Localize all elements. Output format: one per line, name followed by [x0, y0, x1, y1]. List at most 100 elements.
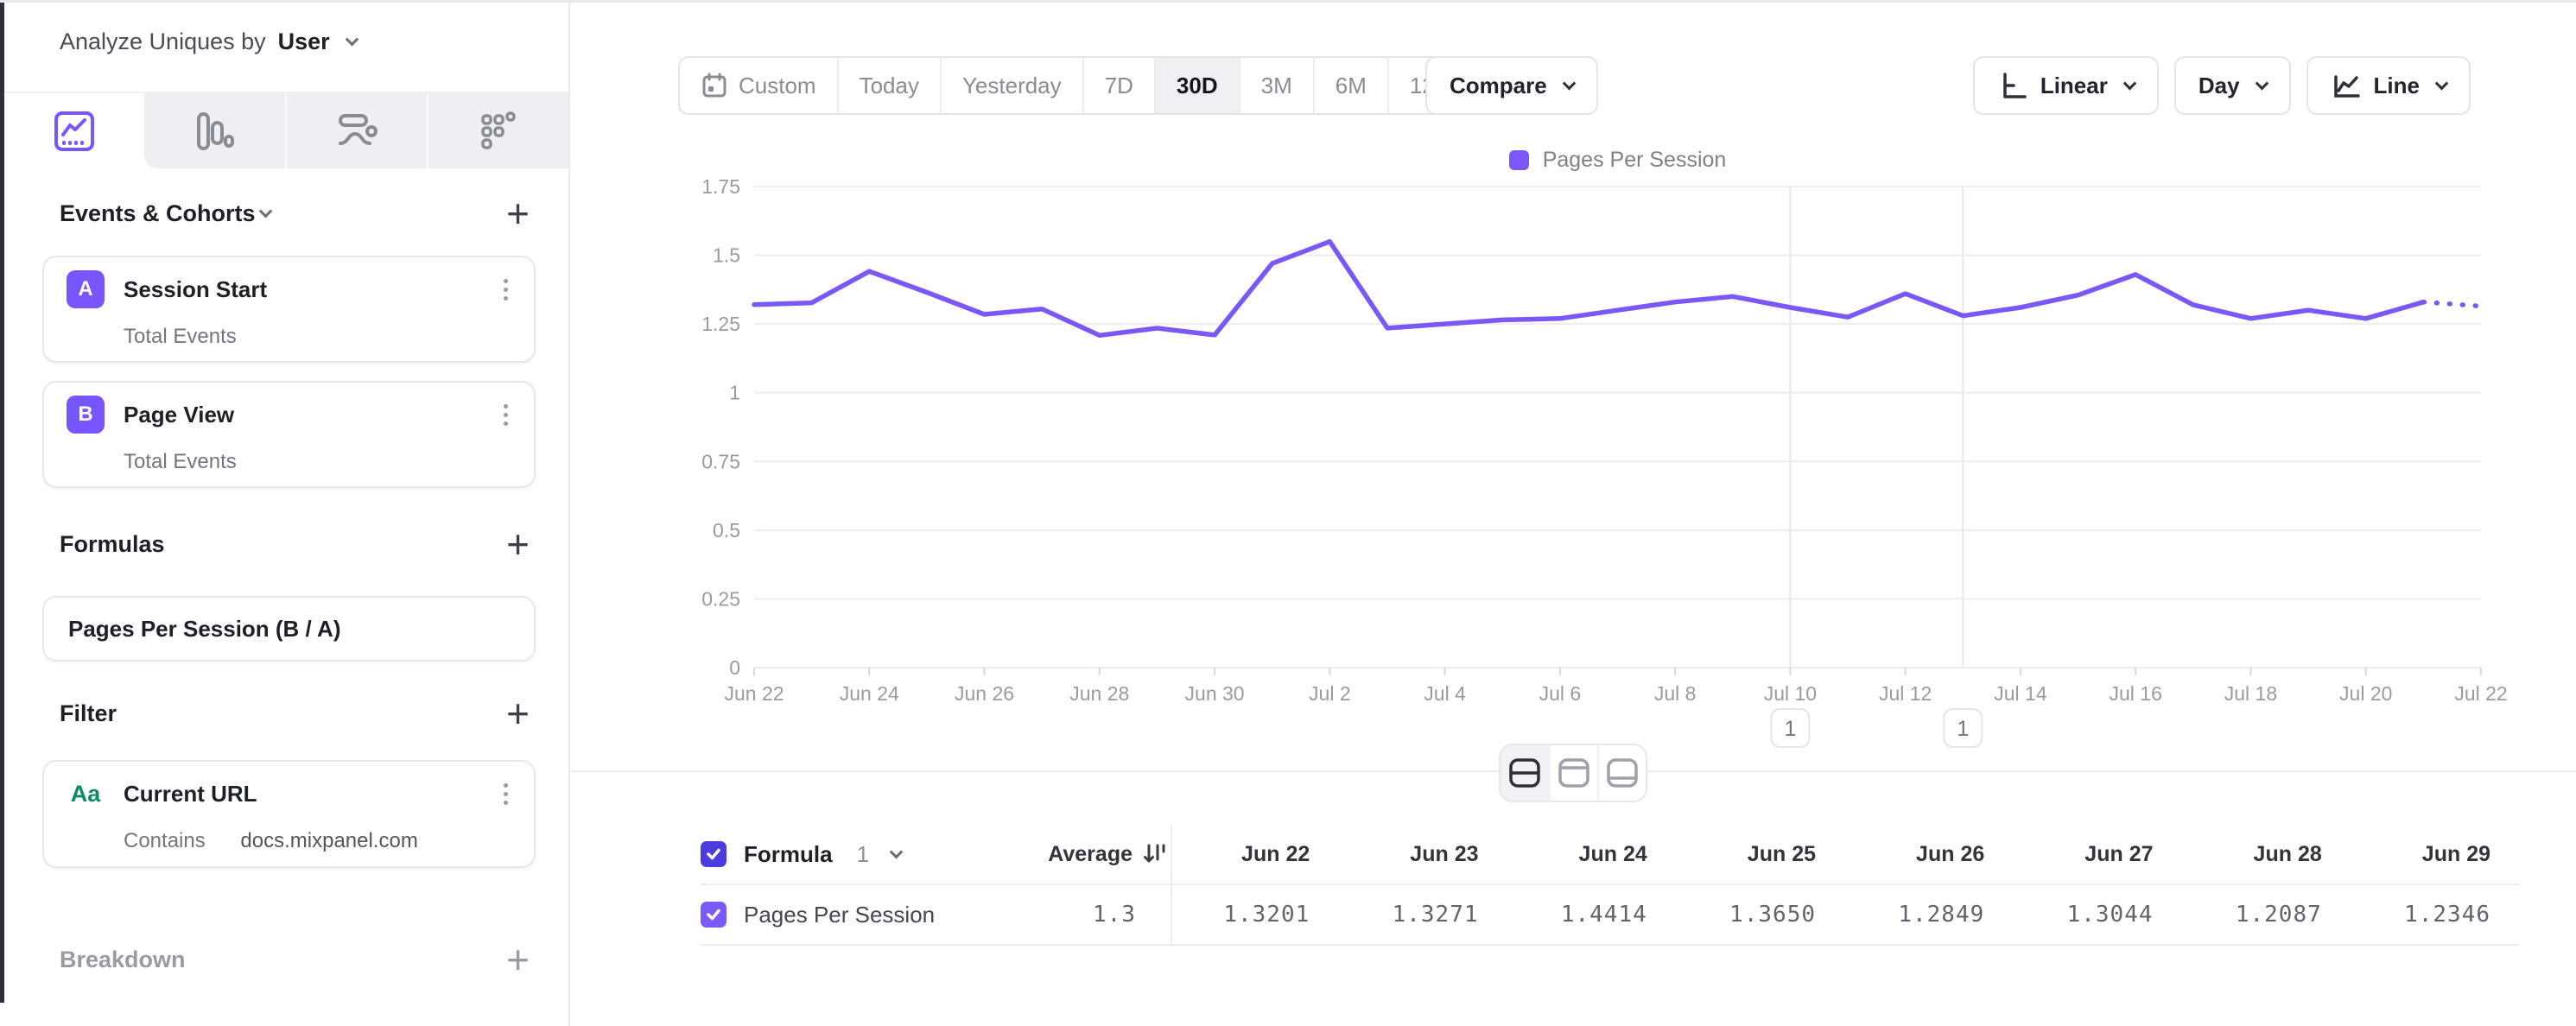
chart-canvas[interactable]: 0 0.25 0.5 0.75 1 1.25 1.5 1.75 Jun 22 Jun 24 Jun … — [570, 3, 2576, 823]
x-axis-label: Jul 14 — [1994, 682, 2047, 705]
interval-dropdown[interactable]: Day — [2173, 56, 2291, 115]
range-30d[interactable]: 30D — [1153, 58, 1239, 113]
scale-dropdown[interactable]: Linear — [1972, 56, 2159, 115]
tab-insights[interactable] — [4, 93, 145, 168]
event-card-session-start[interactable]: A Session Start Total Events — [42, 256, 536, 363]
cell-value: 1.3044 — [2066, 902, 2154, 928]
range-3m[interactable]: 3M — [1238, 58, 1313, 113]
x-axis-label: Jul 18 — [2224, 682, 2277, 705]
average-value: 1.3 — [1093, 902, 1136, 928]
filter-property-name[interactable]: Current URL — [124, 780, 257, 807]
string-property-icon: Aa — [70, 780, 101, 807]
y-axis-label: 0 — [729, 656, 740, 679]
x-axis-label: Jul 10 — [1764, 682, 1817, 705]
annotation-badge-label: 1 — [1957, 717, 1969, 741]
sort-icon[interactable] — [1141, 841, 1167, 867]
add-breakdown-button[interactable]: + — [506, 937, 530, 982]
range-7d[interactable]: 7D — [1082, 58, 1154, 113]
row-checkbox[interactable] — [701, 902, 726, 928]
analyze-uniques-dropdown[interactable]: User — [277, 28, 330, 54]
x-axis-label: Jul 4 — [1424, 682, 1466, 705]
kebab-menu-icon[interactable] — [500, 780, 511, 808]
y-axis-label: 0.5 — [713, 519, 740, 542]
y-axis-label: 1.75 — [701, 175, 740, 198]
cell-value: 1.2346 — [2404, 902, 2490, 928]
y-axis-label: 1 — [729, 382, 740, 404]
filter-value[interactable]: docs.mixpanel.com — [240, 829, 418, 852]
events-section-header: Events & Cohorts + — [60, 191, 530, 236]
range-yesterday[interactable]: Yesterday — [939, 58, 1082, 113]
range-6m[interactable]: 6M — [1312, 58, 1387, 113]
range-custom[interactable]: Custom — [680, 58, 837, 113]
linear-scale-icon — [2003, 73, 2027, 98]
cell-value: 1.2087 — [2235, 902, 2322, 928]
annotation-badge[interactable] — [1770, 708, 1811, 748]
formula-card[interactable]: Pages Per Session (B / A) — [42, 596, 536, 662]
event-card-page-view[interactable]: B Page View Total Events — [42, 381, 536, 488]
chart-only-view-icon — [1558, 758, 1589, 788]
date-column-header: Jun 22 — [1241, 841, 1310, 866]
series-line-incomplete[interactable] — [2421, 299, 2484, 309]
annotation-badge[interactable] — [1943, 708, 1983, 748]
add-formula-button[interactable]: + — [506, 522, 530, 567]
filter-card-current-url[interactable]: Aa Current URL Contains docs.mixpanel.co… — [42, 760, 536, 868]
formulas-section-header: Formulas + — [60, 522, 530, 567]
chevron-down-icon — [889, 845, 904, 858]
series-line[interactable] — [752, 238, 2427, 339]
average-column-header[interactable]: Average — [1048, 841, 1133, 866]
x-axis-label: Jul 12 — [1879, 682, 1932, 705]
x-axis-label: Jun 30 — [1185, 682, 1245, 705]
table-row[interactable]: Pages Per Session 1.3 1.3201 1.3271 1.44… — [701, 885, 2520, 946]
x-axis-label: Jul 16 — [2110, 682, 2162, 705]
chart-type-dropdown[interactable]: Line — [2306, 56, 2471, 115]
x-axis-label: Jul 20 — [2339, 682, 2392, 705]
formula-group-label[interactable]: Formula — [744, 840, 833, 867]
table-column-divider — [1171, 825, 1172, 946]
event-name[interactable]: Session Start — [124, 276, 268, 302]
x-axis-label: Jul 22 — [2454, 682, 2507, 705]
x-axis-label: Jul 8 — [1654, 682, 1697, 705]
add-filter-button[interactable]: + — [506, 691, 530, 736]
cell-value: 1.3650 — [1729, 902, 1816, 928]
date-column-header: Jun 29 — [2421, 841, 2490, 866]
analyze-header: Analyze Uniques by User — [60, 28, 358, 55]
tab-funnels[interactable] — [144, 93, 285, 168]
event-aggregation[interactable]: Total Events — [124, 450, 237, 473]
cell-value: 1.4414 — [1560, 902, 1647, 928]
tab-retention[interactable] — [426, 93, 568, 168]
legend-swatch — [1508, 150, 1529, 170]
chart-legend[interactable]: Pages Per Session — [754, 148, 2481, 173]
legend-label: Pages Per Session — [1542, 148, 1727, 172]
compare-button[interactable]: Compare — [1425, 56, 1598, 115]
layout-chart-only-button[interactable] — [1549, 745, 1597, 801]
layout-split-button[interactable] — [1501, 745, 1549, 801]
layout-table-only-button[interactable] — [1597, 745, 1646, 801]
date-column-header: Jun 26 — [1916, 841, 1985, 866]
line-chart[interactable]: Pages Per Session 0 0.25 0.5 0.75 1 1.25 1.5 1.… — [570, 3, 2576, 823]
kebab-menu-icon[interactable] — [500, 276, 511, 304]
x-axis-label: Jun 22 — [724, 682, 784, 705]
line-chart-icon — [2333, 75, 2360, 98]
kebab-menu-icon[interactable] — [500, 401, 511, 429]
filter-section-header: Filter + — [60, 691, 530, 736]
event-name[interactable]: Page View — [124, 401, 235, 428]
formula-expression[interactable]: Pages Per Session (B / A) — [68, 615, 341, 642]
filter-operator[interactable]: Contains — [124, 829, 206, 852]
cell-value: 1.3271 — [1392, 902, 1479, 928]
check-icon — [707, 909, 720, 921]
event-aggregation[interactable]: Total Events — [124, 325, 237, 348]
date-column-header: Jun 24 — [1578, 841, 1647, 866]
date-column-header: Jun 23 — [1410, 841, 1479, 866]
breakdown-section-header: Breakdown + — [60, 937, 530, 982]
events-section-title[interactable]: Events & Cohorts — [60, 200, 272, 227]
breakdown-section-title: Breakdown — [60, 946, 186, 972]
cell-value: 1.2849 — [1898, 902, 1985, 928]
insights-chart-icon — [54, 111, 95, 151]
range-today[interactable]: Today — [836, 58, 940, 113]
y-axis-label: 1.25 — [701, 313, 740, 335]
select-all-checkbox[interactable] — [701, 841, 726, 867]
tab-flows[interactable] — [284, 93, 427, 168]
add-event-button[interactable]: + — [506, 191, 530, 236]
results-table: Formula 1 Average Jun 22 Jun 23 Jun 24 Ju… — [701, 825, 2520, 946]
